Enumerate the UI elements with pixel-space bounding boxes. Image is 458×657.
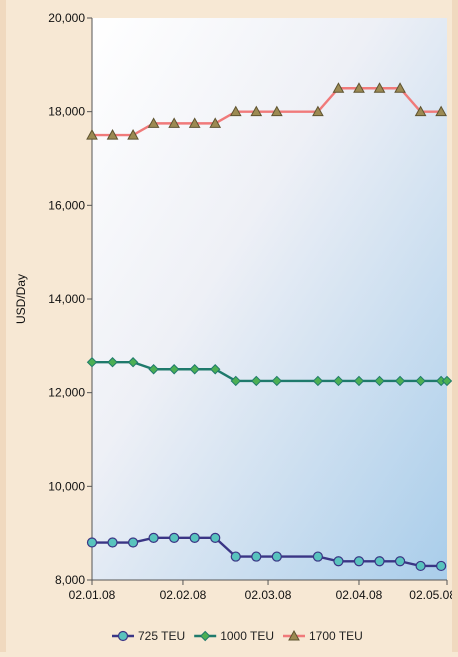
legend-label: 1000 TEU (220, 629, 274, 643)
plot-area (92, 18, 447, 580)
data-point (127, 129, 139, 140)
data-point (127, 537, 139, 548)
series-layer (86, 82, 453, 572)
data-point (148, 364, 159, 375)
data-point (415, 375, 426, 387)
data-point (333, 556, 344, 567)
data-point (230, 551, 241, 562)
data-point (333, 375, 344, 387)
data-point (435, 105, 447, 117)
data-point (394, 82, 406, 93)
data-point (106, 129, 119, 140)
x-axis: 02.01.08 02.02.08 02.03.08 02.04.08 02.05.08 (69, 579, 456, 602)
data-point (251, 375, 262, 387)
data-point (312, 375, 324, 387)
series-1 (86, 357, 453, 387)
data-point (168, 364, 180, 375)
y-tick-label: 8,000 (55, 573, 85, 587)
data-point (168, 117, 180, 128)
data-point (250, 105, 263, 117)
x-tick-label: 02.04.08 (336, 588, 383, 602)
data-point (353, 82, 365, 93)
data-point (210, 364, 221, 375)
legend-label: 1700 TEU (309, 629, 363, 643)
data-point (147, 117, 160, 128)
data-point (229, 105, 242, 117)
data-point (86, 537, 98, 548)
right-frame-rule (452, 0, 458, 652)
legend-item: 1000 TEU (194, 629, 274, 643)
series-2 (86, 82, 447, 140)
y-tick-label: 14,000 (48, 292, 85, 306)
series-0 (86, 532, 447, 572)
data-point (86, 357, 98, 368)
y-tick-label: 16,000 (48, 198, 85, 212)
data-point (441, 375, 453, 387)
legend-swatch-marker (117, 630, 129, 642)
y-tick-label: 10,000 (48, 479, 85, 493)
legend-swatch-marker (288, 629, 300, 641)
data-point (332, 82, 345, 93)
data-point (312, 551, 324, 562)
legend-swatch-marker (199, 630, 211, 642)
data-point (209, 117, 222, 128)
data-point (374, 556, 385, 567)
x-tick-label: 02.01.08 (69, 588, 116, 602)
y-axis-title: USD/Day (14, 274, 28, 324)
data-point (271, 551, 282, 562)
data-point (353, 375, 365, 387)
data-point (189, 364, 200, 375)
data-point (353, 556, 365, 567)
data-point (107, 537, 118, 548)
data-point (414, 105, 427, 117)
data-point (415, 560, 426, 572)
data-point (436, 560, 447, 572)
data-point (169, 532, 180, 543)
x-tick-label: 02.03.08 (245, 588, 292, 602)
y-axis: 8,000 10,000 12,000 14,000 16,000 18,000 20,00… (48, 11, 93, 587)
x-tick-label: 02.02.08 (160, 588, 207, 602)
data-point (312, 105, 324, 117)
x-tick-label: 02.05.08 (409, 588, 456, 602)
data-point (107, 357, 118, 368)
data-point (210, 532, 221, 543)
data-point (127, 357, 139, 368)
y-tick-label: 12,000 (48, 386, 85, 400)
legend: 725 TEU 1000 TEU 1700 TEU (112, 629, 363, 643)
data-point (271, 375, 283, 387)
legend-item: 1700 TEU (283, 629, 363, 643)
y-tick-label: 18,000 (48, 105, 85, 119)
data-point (148, 532, 159, 543)
data-point (230, 375, 241, 387)
left-frame-rule (0, 0, 6, 652)
data-point (394, 375, 406, 387)
data-point (188, 117, 201, 128)
legend-item: 725 TEU (112, 629, 185, 643)
data-point (189, 532, 200, 543)
data-point (374, 375, 385, 387)
data-point (251, 551, 262, 562)
data-point (373, 82, 386, 93)
data-point (86, 129, 98, 140)
data-point (270, 105, 283, 117)
legend-label: 725 TEU (138, 629, 185, 643)
y-tick-label: 20,000 (48, 11, 85, 25)
data-point (394, 556, 406, 567)
